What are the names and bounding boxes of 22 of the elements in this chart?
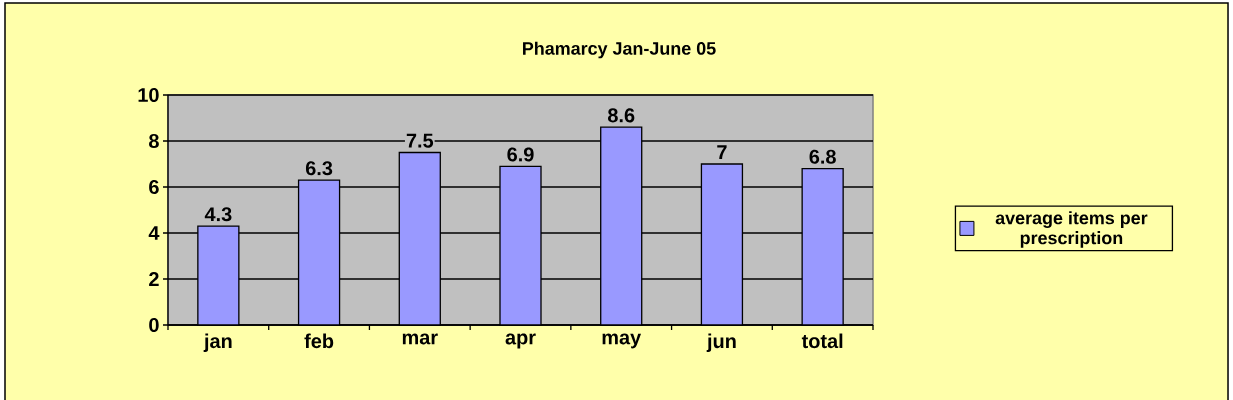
x-tick-label: apr [505,333,536,349]
data-label: 6.9 [507,147,534,162]
data-label: 7.5 [406,133,434,148]
x-tick-label: may [602,333,642,349]
y-tick-label: 0 [149,317,159,333]
y-tick-label: 10 [138,87,159,103]
data-label: 8.6 [607,108,635,123]
data-label: 6.8 [809,149,836,164]
x-tick-label: jun [706,333,736,353]
y-tick-label: 4 [148,226,160,240]
data-label: 6.3 [305,161,333,176]
x-tick-label: total [801,333,843,349]
y-tick-label: 2 [149,272,159,286]
data-label: 7 [717,145,727,159]
chart-title: Phamarcy Jan-June 05 [523,41,716,59]
legend-label: average items per prescription [995,211,1148,248]
y-tick-label: 6 [149,179,159,195]
y-tick-label: 8 [149,133,159,149]
x-tick-label: feb [304,333,334,349]
data-label: 4.3 [204,207,232,222]
x-tick-label: mar [402,333,438,345]
x-tick-label: jan [203,333,232,353]
